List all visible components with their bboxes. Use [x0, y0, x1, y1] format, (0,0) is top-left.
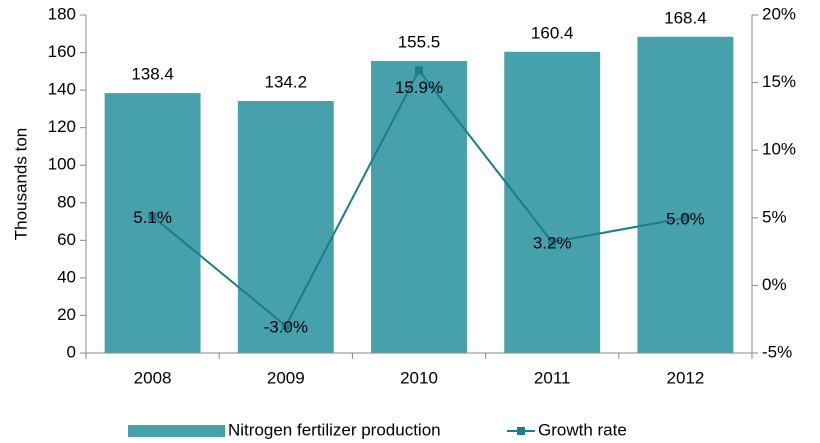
- line-marker: [148, 212, 157, 221]
- y2-tick-label: 10%: [762, 140, 796, 159]
- bar: [104, 93, 201, 354]
- x-tick-label: 2008: [134, 368, 172, 387]
- bar-value-label: 168.4: [664, 8, 707, 27]
- y2-tick-label: -5%: [762, 342, 792, 361]
- legend-swatch: [128, 425, 225, 437]
- x-tick-label: 2009: [267, 368, 305, 387]
- y-tick-label: 140: [48, 80, 76, 99]
- x-tick-label: 2011: [534, 368, 571, 387]
- line-marker: [548, 238, 557, 247]
- y-tick-label: 180: [48, 4, 76, 23]
- line-value-label: 5.1%: [133, 208, 172, 227]
- y-tick-label: 80: [57, 192, 76, 211]
- y-tick-label: 20: [57, 305, 76, 324]
- legend-label: Nitrogen fertilizer production: [228, 420, 441, 439]
- legend-label: Growth rate: [538, 420, 627, 439]
- bar-value-label: 160.4: [531, 23, 574, 42]
- y-tick-label: 100: [48, 155, 76, 174]
- bar: [637, 36, 734, 353]
- bar: [371, 61, 467, 353]
- line-marker: [281, 321, 290, 330]
- y-tick-label: 60: [57, 230, 76, 249]
- legend-marker: [517, 427, 525, 435]
- y2-tick-label: 5%: [762, 207, 787, 226]
- bar-value-label: 138.4: [131, 65, 174, 84]
- line-value-label: 15.9%: [395, 78, 443, 97]
- y2-tick-label: 15%: [762, 72, 796, 91]
- x-tick-label: 2012: [666, 368, 704, 387]
- line-value-label: 5.0%: [666, 209, 705, 228]
- y2-tick-label: 20%: [762, 4, 796, 23]
- bar-value-label: 155.5: [398, 32, 441, 51]
- line-marker: [681, 213, 690, 222]
- line-value-label: -3.0%: [264, 317, 308, 336]
- y-tick-label: 40: [57, 267, 76, 286]
- bar: [237, 101, 334, 353]
- y-tick-label: 0: [67, 342, 76, 361]
- x-tick-label: 2010: [400, 368, 438, 387]
- y-axis-title: Thousands ton: [11, 128, 30, 240]
- line-value-label: 3.2%: [533, 234, 572, 253]
- bar-value-label: 134.2: [265, 72, 308, 91]
- bar: [504, 51, 601, 353]
- y2-tick-label: 0%: [762, 275, 787, 294]
- y-tick-label: 160: [48, 42, 76, 61]
- line-marker: [415, 66, 423, 75]
- y-tick-label: 120: [48, 117, 76, 136]
